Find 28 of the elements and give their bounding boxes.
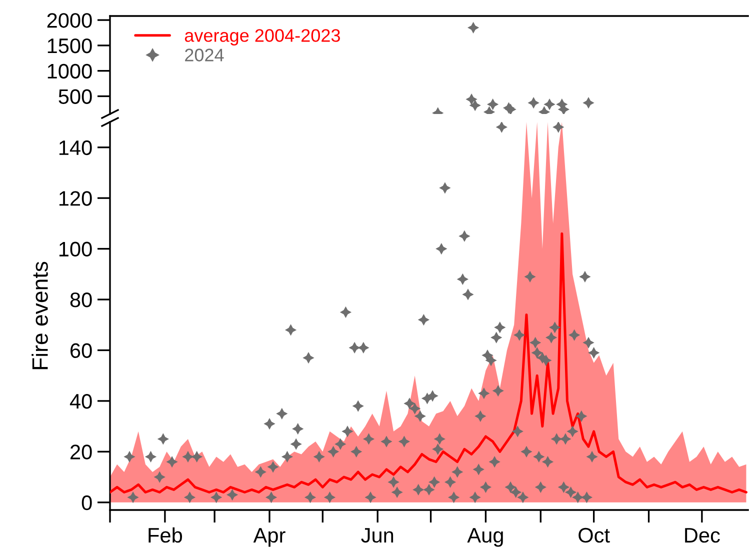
y-tick-label: 20 (70, 444, 92, 460)
y-tick-label: 2000 (47, 13, 92, 28)
point (467, 22, 480, 34)
y-tick-label: 0 (82, 495, 92, 510)
point (466, 93, 478, 106)
y-tick-label: 100 (59, 242, 92, 257)
x-tick-label: Aug (467, 528, 503, 547)
y-tick-label: 1000 (48, 64, 92, 79)
y-tick-label: 120 (59, 191, 92, 206)
y-tick-label: 80 (70, 292, 92, 308)
x-tick-label: Oct (578, 528, 610, 543)
y-tick-label: 40 (70, 394, 92, 409)
legend-label: average 2004-2023 (184, 29, 340, 46)
x-tick-label: Apr (253, 528, 286, 547)
y-tick-label: 140 (59, 140, 92, 156)
point (486, 98, 499, 110)
y-tick-label: 500 (58, 89, 92, 104)
point (469, 100, 481, 112)
x-tick-label: Jun (361, 528, 394, 543)
x-tick-label: Dec (685, 528, 720, 543)
y-tick-label: 1500 (48, 38, 92, 54)
y-tick-label: 60 (70, 343, 92, 358)
x-tick-label: Feb (148, 527, 182, 543)
point (582, 97, 594, 109)
legend-label: 2024 (185, 48, 224, 62)
point (528, 97, 540, 109)
y-axis-title: Fire events (32, 262, 48, 370)
point (544, 98, 556, 110)
